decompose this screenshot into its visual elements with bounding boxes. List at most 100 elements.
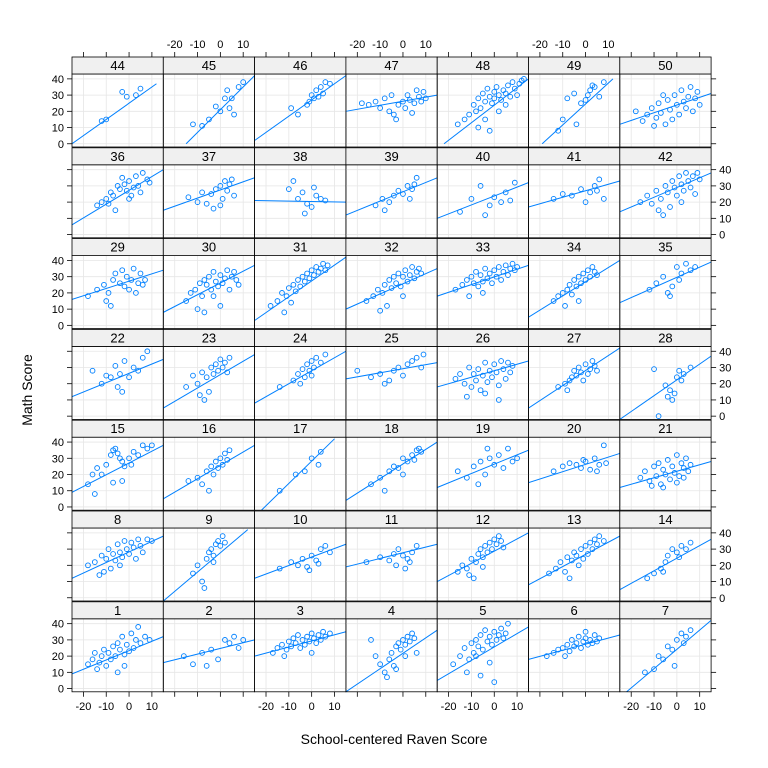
data-point: [473, 108, 479, 115]
data-point: [386, 108, 393, 115]
data-point: [119, 633, 126, 640]
strip-label: 50: [658, 58, 672, 73]
data-point: [190, 372, 196, 379]
data-point: [409, 358, 415, 364]
data-point: [354, 367, 361, 374]
data-point: [206, 487, 212, 494]
y-tick-label: 20: [719, 197, 731, 209]
data-point: [313, 640, 320, 646]
data-point: [299, 637, 306, 643]
data-point: [482, 265, 488, 272]
data-point: [365, 101, 372, 108]
data-point: [292, 288, 299, 295]
data-point: [144, 348, 151, 355]
data-point: [587, 189, 593, 196]
strip-label: 2: [205, 603, 212, 618]
data-point: [377, 661, 383, 668]
data-point: [400, 293, 406, 300]
data-point: [240, 637, 247, 643]
data-point: [196, 392, 203, 398]
panel-40: 40: [436, 147, 529, 239]
panel-frame: [528, 436, 621, 511]
data-point: [683, 105, 689, 111]
data-point: [301, 210, 308, 217]
data-point: [685, 178, 692, 184]
data-point: [559, 116, 566, 123]
x-tick-label: -10: [463, 701, 479, 713]
data-point: [208, 364, 215, 371]
data-point: [292, 471, 299, 478]
data-point: [406, 638, 413, 645]
data-point: [370, 293, 377, 300]
panel-12: 12: [436, 510, 529, 602]
data-point: [210, 559, 217, 565]
data-point: [473, 653, 479, 659]
panel-33: 33: [436, 238, 529, 330]
fit-line: [619, 461, 712, 488]
data-point: [112, 207, 119, 214]
data-point: [381, 380, 388, 387]
data-point: [559, 645, 566, 651]
x-tick-label: -20: [75, 701, 91, 713]
data-point: [600, 79, 607, 85]
data-point: [584, 551, 591, 557]
data-point: [377, 371, 383, 377]
fit-line: [254, 350, 346, 404]
x-axis-title: School-centered Raven Score: [301, 731, 488, 747]
data-point: [295, 196, 301, 202]
data-point: [103, 461, 110, 468]
data-point: [678, 460, 685, 467]
data-point: [306, 367, 313, 374]
panel-46: 46: [254, 52, 347, 148]
data-point: [489, 374, 495, 381]
data-point: [594, 187, 600, 194]
data-point: [222, 450, 228, 457]
panel-27: 27: [528, 328, 621, 420]
data-point: [678, 199, 685, 205]
data-point: [231, 111, 237, 118]
y-tick-label: 40: [719, 165, 731, 177]
data-point: [687, 364, 694, 371]
data-point: [413, 542, 420, 549]
panel-7: 7 -20 -10 0 10: [619, 601, 717, 713]
data-point: [226, 447, 233, 454]
data-point: [201, 309, 208, 316]
data-point: [495, 108, 502, 115]
data-point: [484, 379, 491, 385]
data-point: [555, 384, 562, 390]
data-point: [386, 199, 393, 205]
data-point: [400, 471, 406, 478]
data-point: [642, 669, 648, 676]
data-point: [322, 197, 329, 204]
data-point: [224, 267, 231, 274]
data-point: [142, 277, 148, 283]
strip-label: 30: [202, 240, 216, 255]
data-point: [327, 549, 333, 556]
strip-label: 45: [202, 58, 216, 73]
y-tick-label: 40: [52, 74, 64, 86]
data-point: [91, 491, 98, 497]
data-point: [228, 176, 235, 183]
data-point: [219, 364, 226, 371]
data-point: [94, 666, 100, 672]
data-point: [386, 277, 393, 283]
data-point: [112, 557, 119, 564]
data-point: [470, 463, 477, 470]
data-point: [212, 458, 219, 465]
strip-label: 31: [293, 240, 307, 255]
data-point: [235, 281, 242, 288]
strip-label: 24: [293, 330, 307, 345]
data-point: [464, 393, 470, 400]
panel-36: 36: [67, 147, 164, 239]
data-point: [94, 465, 100, 471]
data-point: [327, 630, 333, 637]
data-point: [199, 481, 205, 488]
data-point: [377, 554, 383, 561]
fit-line: [437, 360, 529, 388]
data-point: [395, 640, 402, 646]
data-point: [130, 364, 137, 371]
data-point: [139, 281, 146, 288]
data-point: [206, 116, 212, 123]
fit-line: [541, 78, 614, 145]
